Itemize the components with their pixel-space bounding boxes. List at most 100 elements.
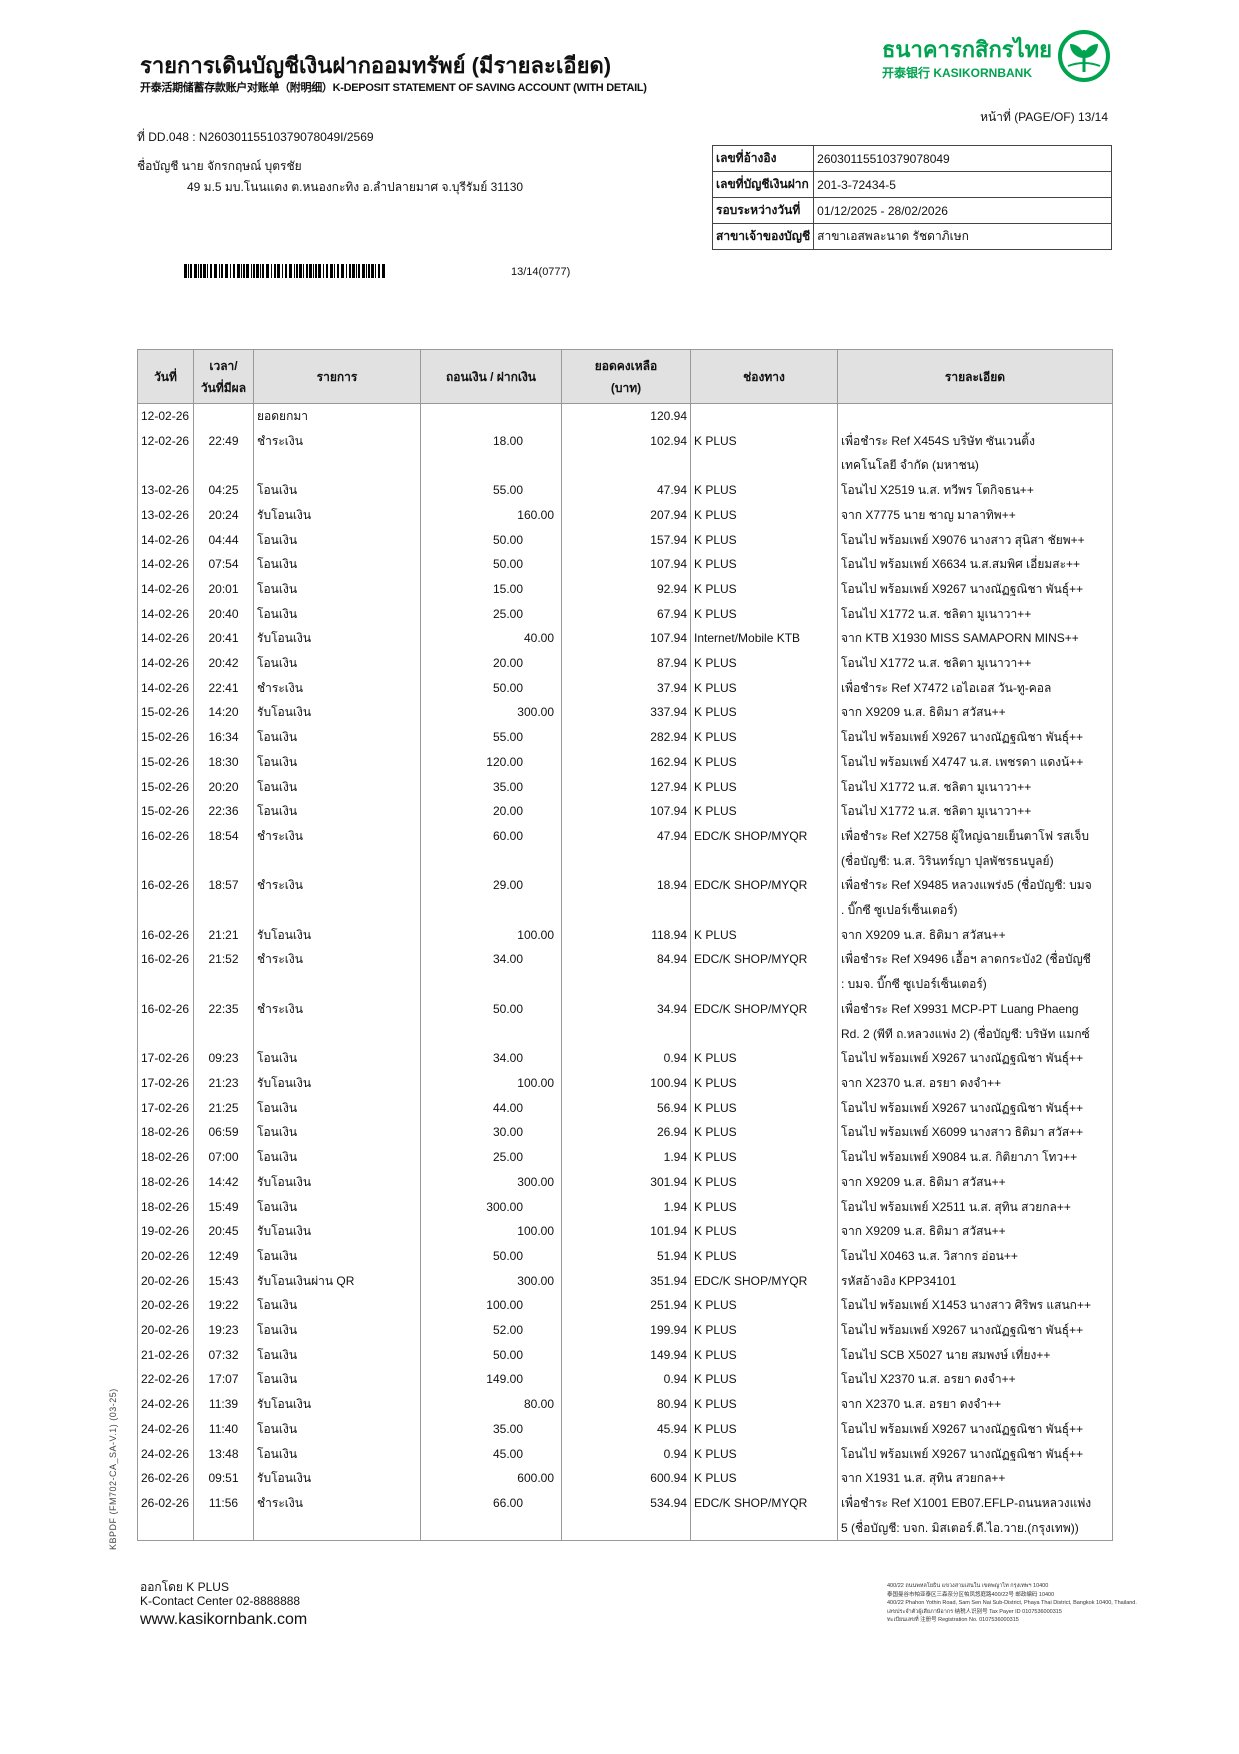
barcode-bar <box>207 264 208 278</box>
cell-description: โอนเงิน <box>253 527 421 553</box>
description: ชำระเงิน <box>257 680 303 695</box>
cell-amount: 20.00 <box>420 799 562 824</box>
details-line: จาก X7775 นาย ชาญ มาลาทิพ++ <box>841 507 1016 522</box>
cell-date: 17-02-26 <box>137 1095 194 1121</box>
barcode-bar <box>200 264 202 278</box>
channel: K PLUS <box>694 1347 737 1362</box>
transaction-table: วันที่ เวลา/วันที่มีผล รายการ ถอนเงิน / … <box>137 349 1113 1542</box>
date: 15-02-26 <box>141 705 190 720</box>
channel: K PLUS <box>694 557 737 572</box>
cell-amount: 300.00 <box>420 1194 562 1220</box>
description: โอนเงิน <box>257 1323 298 1338</box>
details-line: โอนไป พร้อมเพย์ X9267 นางณัฏฐณิชา พันธุ์… <box>841 1051 1084 1066</box>
details-line: โอนไป พร้อมเพย์ X9267 นางณัฏฐณิชา พันธุ์… <box>841 1446 1084 1461</box>
date: 20-02-26 <box>141 1323 190 1338</box>
channel: EDC/K SHOP/MYQR <box>694 828 808 843</box>
info-label: รอบระหว่างวันที่ <box>711 197 815 224</box>
time: 20:45 <box>208 1224 239 1239</box>
channel: K PLUS <box>694 730 737 745</box>
barcode-bar <box>230 264 231 278</box>
details-line: โอนไป พร้อมเพย์ X9267 นางณัฏฐณิชา พันธุ์… <box>841 1100 1084 1115</box>
table-row: 14-02-26 04:44 โอนเงิน 50.00 157.94 K PLUS โอน… <box>137 527 1113 553</box>
cell-details: โอนไป X1772 น.ส. ชลิตา มูเนาวา++ <box>837 651 1113 676</box>
table-row: 16-02-26 21:21 รับโอนเงิน 100.00 118.94 K PLU… <box>137 922 1113 948</box>
cell-time: 20:40 <box>193 601 254 627</box>
details-line: โอนไป พร้อมเพย์ X9267 นางณัฏฐณิชา พันธุ์… <box>841 581 1084 596</box>
barcode-bar <box>323 264 324 278</box>
balance: 0.94 <box>663 1051 687 1066</box>
barcode-bar <box>260 264 261 278</box>
cell-balance: 600.94 <box>561 1466 691 1491</box>
details-line: Rd. 2 (พีที ถ.หลวงแพ่ง 2) (ชื่อบัญชี: บร… <box>841 1026 1090 1041</box>
time: 11:39 <box>208 1397 239 1412</box>
cell-amount: 40.00 <box>420 626 562 652</box>
cell-balance: 0.94 <box>561 1441 691 1467</box>
deposit-amount: 40.00 <box>523 631 554 646</box>
cell-description: โอนเงิน <box>253 749 421 775</box>
col-channel: ช่องทาง <box>690 349 838 404</box>
website-link[interactable]: www.kasikornbank.com <box>140 1611 308 1628</box>
barcode-bar <box>296 264 298 278</box>
channel: K PLUS <box>694 606 737 621</box>
cell-channel: K PLUS <box>690 1243 838 1269</box>
channel: K PLUS <box>694 581 737 596</box>
barcode-bar <box>337 264 339 278</box>
date: 14-02-26 <box>141 532 190 547</box>
cell-time: 20:01 <box>193 576 254 602</box>
bank-address: 400/22 ถนนพหลโยธิน แขวงสามเสนใน เขตพญาไท… <box>887 1582 1137 1625</box>
withdraw-amount: 50.00 <box>492 557 523 572</box>
cell-amount: 45.00 <box>420 1441 562 1467</box>
cell-date: 12-02-26 <box>137 403 194 429</box>
cell-amount: 55.00 <box>420 725 562 750</box>
cell-balance: 56.94 <box>561 1095 691 1121</box>
cell-description: รับโอนเงิน <box>253 700 421 726</box>
barcode-bar <box>262 264 264 278</box>
issued-by: ออกโดย K PLUS <box>140 1580 229 1594</box>
cell-amount: 25.00 <box>420 1145 562 1170</box>
cell-details: เพื่อชำระ Ref X9485 หลวงแพร่ง5 (ชื่อบัญช… <box>837 873 1113 923</box>
barcode-bar <box>368 264 370 278</box>
barcode-bar <box>219 264 220 278</box>
barcode-bar <box>214 264 217 278</box>
cell-details: โอนไป พร้อมเพย์ X6634 น.ส.สมพิศ เอี่ยมสะ… <box>837 552 1113 577</box>
cell-time: 16:34 <box>193 725 254 750</box>
cell-channel: K PLUS <box>690 1219 838 1244</box>
date: 22-02-26 <box>141 1372 190 1387</box>
time: 22:49 <box>208 433 239 448</box>
cell-details: จาก X9209 น.ส. ธิติมา สวัสน++ <box>837 922 1113 948</box>
withdraw-amount: 35.00 <box>492 1421 523 1436</box>
details-line: โอนไป X1772 น.ส. ชลิตา มูเนาวา++ <box>841 779 1032 794</box>
description: โอนเงิน <box>257 779 298 794</box>
cell-balance: 1.94 <box>561 1145 691 1170</box>
cell-time: 21:25 <box>193 1095 254 1121</box>
details-line: จาก KTB X1930 MISS SAMAPORN MINS++ <box>841 631 1079 646</box>
details-line: โอนไป X1772 น.ส. ชลิตา มูเนาวา++ <box>841 606 1032 621</box>
cell-amount: 55.00 <box>420 478 562 503</box>
barcode-bar <box>346 264 347 278</box>
balance: 18.94 <box>656 878 687 893</box>
form-code: KBPDF (FM702-CA_SA-V.1) (03-25) <box>108 1388 118 1550</box>
barcode-bar <box>271 264 272 278</box>
deposit-amount: 100.00 <box>517 1224 554 1239</box>
cell-balance: 80.94 <box>561 1392 691 1417</box>
date: 26-02-26 <box>141 1495 190 1510</box>
date: 14-02-26 <box>141 631 190 646</box>
details-line: โอนไป X0463 น.ส. วิสากร อ่อน++ <box>841 1248 1018 1263</box>
cell-time: 11:39 <box>193 1392 254 1417</box>
transaction-rows: 12-02-26 ยอดยกมา 120.94 12-02-26 22:49 ชำระเง… <box>137 403 1113 1542</box>
info-value: 26030115510379078049 <box>813 145 1112 172</box>
deposit-amount: 300.00 <box>517 705 554 720</box>
description: โอนเงิน <box>257 1248 298 1263</box>
cell-amount: 100.00 <box>420 1070 562 1096</box>
cell-date: 16-02-26 <box>137 922 194 948</box>
cell-date: 14-02-26 <box>137 651 194 676</box>
cell-description: โอนเงิน <box>253 651 421 676</box>
cell-date: 20-02-26 <box>137 1268 194 1294</box>
description: โอนเงิน <box>257 606 298 621</box>
cell-channel: K PLUS <box>690 1194 838 1220</box>
cell-amount: 160.00 <box>420 502 562 528</box>
cell-details: โอนไป พร้อมเพย์ X2511 น.ส. สุทิน สวยกล++ <box>837 1194 1113 1220</box>
time: 14:20 <box>208 705 239 720</box>
balance: 107.94 <box>650 631 687 646</box>
barcode-bar <box>282 264 283 278</box>
